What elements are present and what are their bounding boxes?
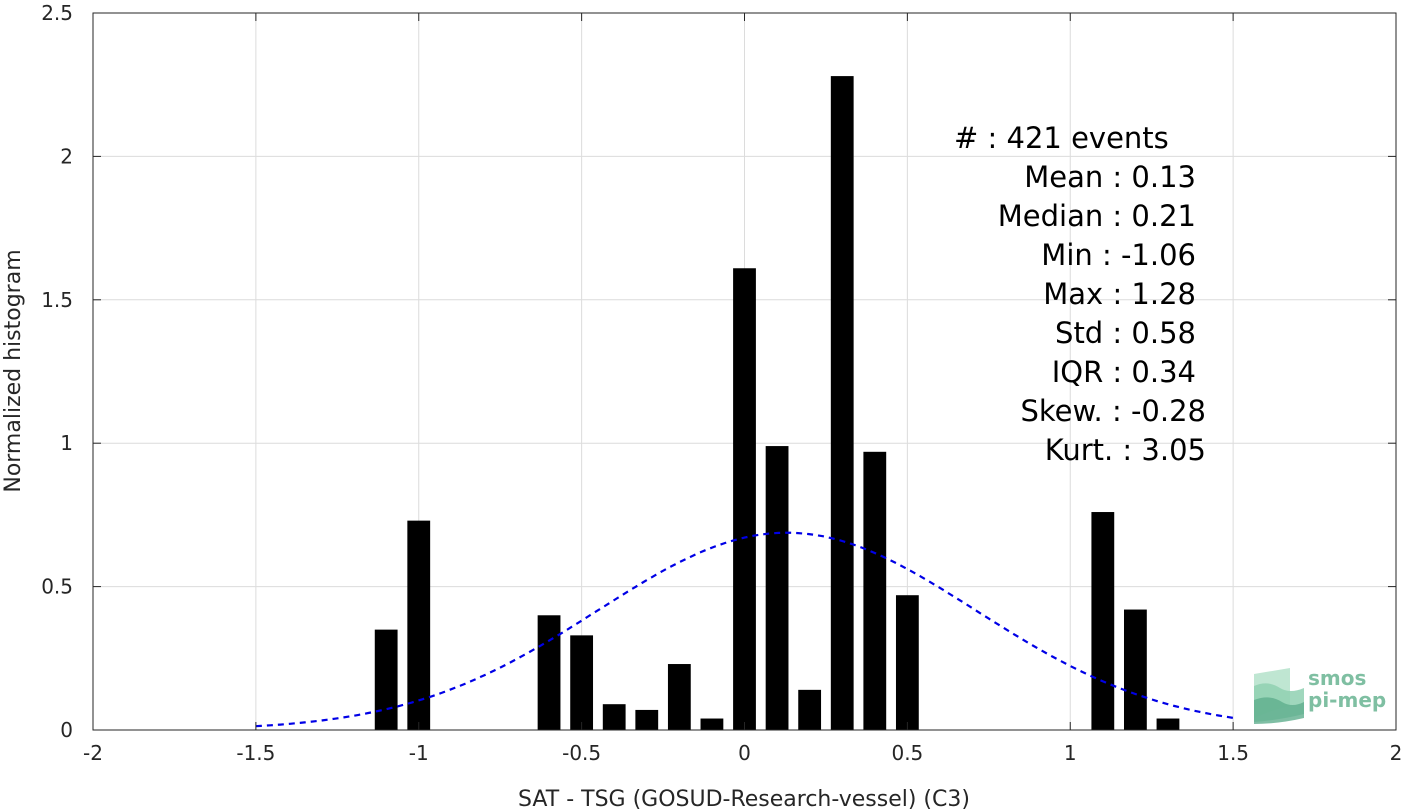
stat-max: Max : 1.28 [1043, 277, 1196, 311]
histogram-bar [602, 704, 626, 730]
x-tick-label: 0 [738, 741, 751, 765]
x-tick-label: -0.5 [562, 741, 601, 765]
histogram-bar [895, 595, 919, 730]
stat-kurt: Kurt. : 3.05 [1044, 433, 1206, 467]
y-tick-label: 0.5 [41, 575, 73, 599]
x-tick-label: -1 [409, 741, 429, 765]
histogram-bar [830, 76, 854, 730]
x-tick-label: 1 [1064, 741, 1077, 765]
bars [374, 76, 1180, 730]
x-tick-label: 2 [1390, 741, 1403, 765]
y-tick-label: 2 [60, 144, 73, 168]
wave-logo-icon [1254, 668, 1304, 724]
histogram-bar [374, 629, 398, 730]
histogram-bar [1156, 718, 1180, 730]
y-tick-label: 0 [60, 718, 73, 742]
histogram-bar [765, 446, 789, 730]
stat-events: # : 421 events [954, 121, 1169, 155]
stat-std: Std : 0.58 [1055, 316, 1196, 350]
histogram-bar [733, 268, 756, 730]
y-tick-label: 2.5 [41, 1, 73, 25]
x-tick-label: 0.5 [891, 741, 923, 765]
x-tick-label: 1.5 [1217, 741, 1249, 765]
x-tick-label: -2 [83, 741, 103, 765]
histogram-bar [570, 635, 594, 730]
stat-min: Min : -1.06 [1041, 238, 1196, 272]
histogram-bar [1123, 609, 1147, 730]
stat-skew: Skew. : -0.28 [1020, 394, 1206, 428]
histogram-bar [798, 689, 822, 730]
histogram-bar [1091, 512, 1115, 730]
normal-fit-curve [255, 531, 1234, 728]
x-axis-label: SAT - TSG (GOSUD-Research-vessel) (C3) [518, 787, 970, 811]
histogram-bar [407, 520, 431, 730]
histogram-bar [667, 664, 691, 730]
stat-iqr: IQR : 0.34 [1051, 355, 1196, 389]
fit-curve [255, 531, 1234, 728]
y-tick-label: 1 [60, 431, 73, 455]
axes [92, 12, 1397, 731]
y-tick-label: 1.5 [41, 288, 73, 312]
histogram-bar [863, 451, 887, 730]
y-axis-label: Normalized histogram [1, 249, 26, 492]
histogram-bar [700, 718, 724, 730]
stat-median: Median : 0.21 [997, 199, 1196, 233]
x-tick-label: -1.5 [236, 741, 275, 765]
smos-pi-mep-logo: smos pi-mep [1250, 664, 1390, 724]
tick-labels: -2 -1.5 -1 -0.5 0 0.5 1 1.5 2 0 0.5 1 1.5 2 2.5 [41, 1, 1402, 765]
stat-mean: Mean : 0.13 [1024, 160, 1196, 194]
logo-text-pimep: pi-mep [1308, 688, 1387, 712]
histogram-bar [635, 709, 659, 730]
logo-text-smos: smos [1308, 666, 1367, 690]
